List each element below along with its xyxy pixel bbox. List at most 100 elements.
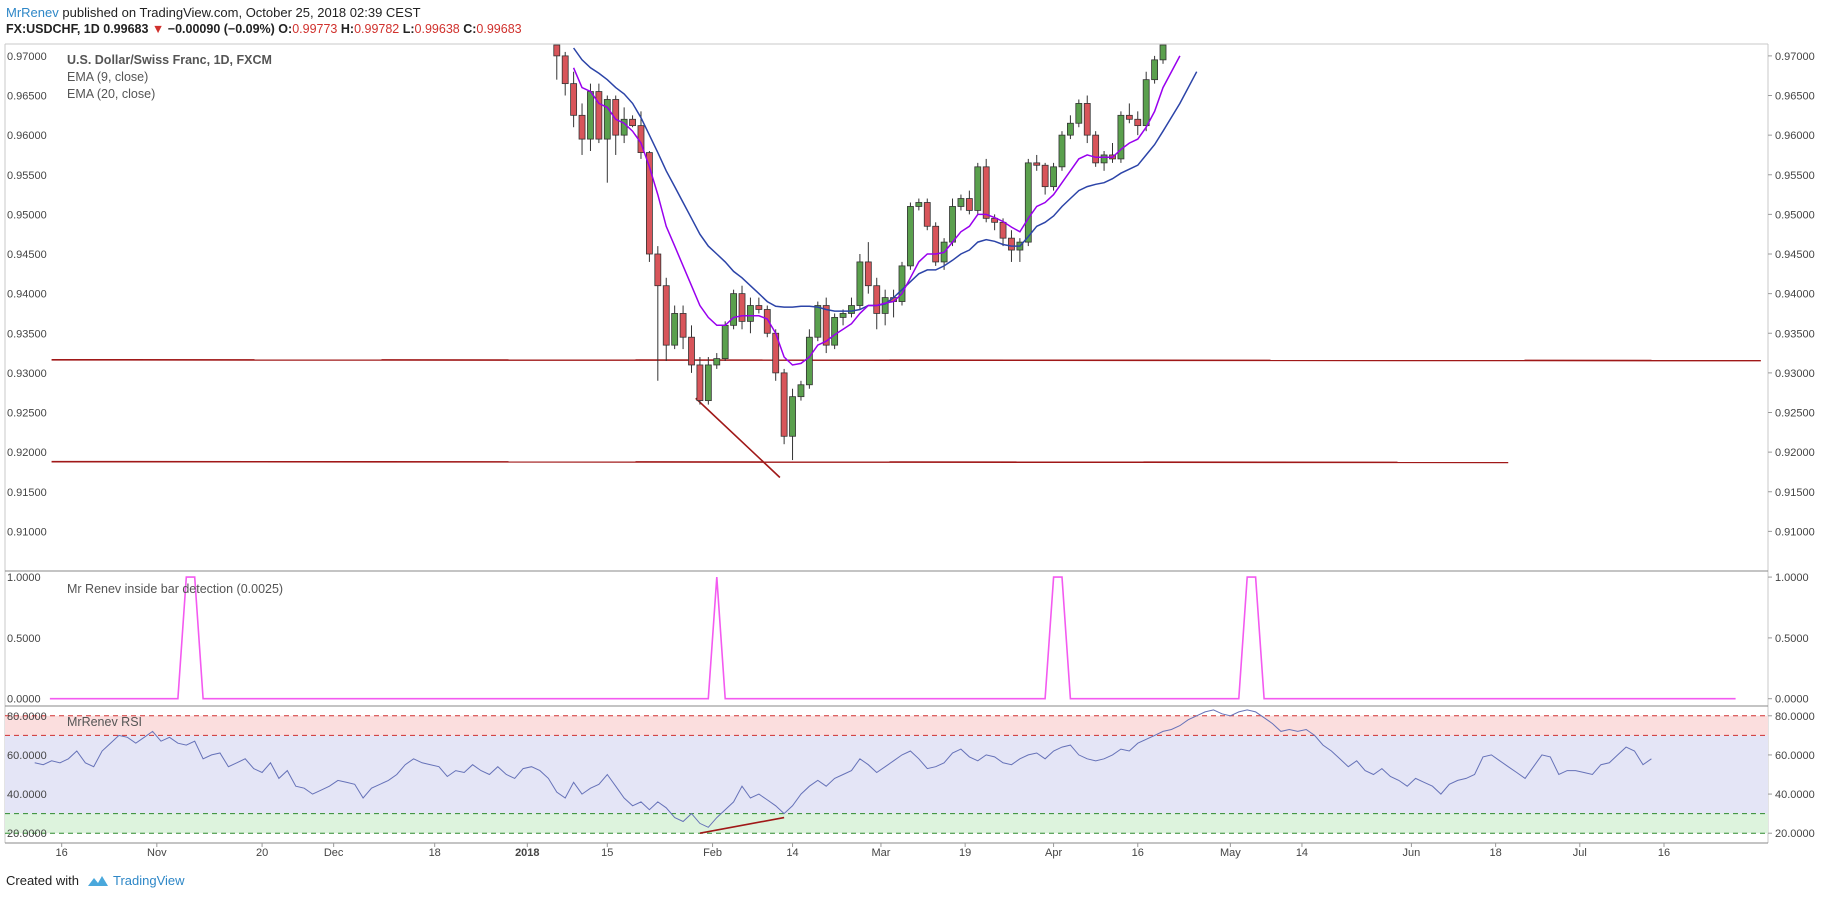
candle-body: [620, 118, 628, 136]
bearish-candle: [738, 285, 746, 330]
bullish-candle: [603, 95, 611, 183]
bullish-candle: [839, 309, 847, 326]
candle-body: [856, 261, 864, 306]
price-tick-label-left: 0.93000: [7, 368, 47, 380]
bullish-candle: [620, 107, 628, 144]
candle-body: [612, 99, 620, 136]
price-pane-title: U.S. Dollar/Swiss Franc, 1D, FXCM: [67, 53, 272, 67]
time-tick-label: 18: [429, 847, 441, 859]
bearish-candle: [780, 368, 788, 445]
bullish-candle: [789, 388, 796, 461]
bearish-candle: [965, 190, 973, 215]
bullish-candle: [721, 321, 729, 361]
inside-bar-title: Mr Renev inside bar detection (0.0025): [67, 582, 283, 596]
bullish-candle: [1142, 71, 1150, 132]
price-tick-label-right: 0.95000: [1775, 209, 1815, 221]
time-tick-label: 16: [56, 847, 68, 859]
price-pane[interactable]: 0.97000 0.97000 0.96500 0.96500 0.96000 0.960…: [4, 43, 1815, 843]
rsi-tick-label-right: 60.0000: [1775, 750, 1815, 762]
rsi-pane[interactable]: 80.0000 80.0000 60.0000 60.0000 40.0000 40.00…: [5, 709, 1815, 840]
bearish-candle: [595, 83, 603, 144]
candle-body: [1075, 103, 1083, 124]
price-tick-label-right: 0.93000: [1775, 368, 1815, 380]
candle-body: [915, 202, 923, 207]
bullish-candle: [1159, 44, 1167, 64]
price-tick-label-left: 0.94000: [7, 289, 47, 301]
time-tick-label: 20: [256, 847, 268, 859]
candle-body: [688, 336, 695, 366]
price-y-axis[interactable]: 0.97000 0.97000 0.96500 0.96500 0.96000 0.960…: [7, 51, 1815, 538]
publish-info: published on TradingView.com, October 25…: [62, 5, 421, 20]
price-tick-label-right: 0.91500: [1775, 487, 1815, 499]
candle-body: [923, 202, 931, 227]
bearish-candle: [1092, 131, 1100, 167]
bullish-candle: [915, 198, 923, 211]
price-tick-label-left: 0.91500: [7, 487, 47, 499]
rsi-tick-label-left: 80.0000: [7, 711, 47, 723]
tradingview-logo-icon: [87, 875, 108, 886]
trend-line: [51, 359, 1761, 362]
bullish-candle: [1016, 238, 1024, 262]
publish-line: MrRenev published on TradingView.com, Oc…: [6, 4, 522, 21]
author-link[interactable]: MrRenev: [6, 5, 59, 20]
price-tick-label-right: 0.95500: [1775, 170, 1815, 182]
candle-body: [957, 198, 965, 207]
rsi-neutral-band: [5, 735, 1768, 814]
inside-bar-tick-label-left: 0.5000: [7, 633, 41, 645]
candle-body: [1083, 103, 1091, 136]
bullish-candle: [974, 162, 982, 215]
inside-bar-tick-label-left: 1.0000: [7, 572, 41, 584]
price-tick-label-right: 0.94500: [1775, 249, 1815, 261]
candle-body: [932, 225, 940, 263]
candle-body: [1100, 154, 1108, 164]
bullish-candle: [1050, 162, 1057, 191]
bullish-candle: [1024, 158, 1032, 247]
price-tick-label-left: 0.95000: [7, 209, 47, 221]
bullish-candle: [907, 202, 914, 270]
candle-body: [704, 364, 712, 402]
open-value: 0.99773: [292, 22, 338, 36]
bearish-candle: [578, 103, 586, 155]
price-tick-label-right: 0.97000: [1775, 51, 1815, 63]
candle-body: [1050, 166, 1057, 188]
tradingview-link[interactable]: TradingView: [87, 873, 185, 888]
price-tick-label-left: 0.92000: [7, 447, 47, 459]
rsi-line: [34, 709, 1652, 828]
price-tick-label-right: 0.91000: [1775, 526, 1815, 538]
inside-bar-tick-label-left: 0.0000: [7, 694, 41, 706]
candle-body: [873, 285, 881, 314]
bearish-candle: [612, 95, 620, 155]
bearish-candle: [1033, 154, 1041, 171]
candle-body: [696, 364, 704, 402]
price-tick-label-right: 0.96500: [1775, 91, 1815, 103]
rsi-tick-label-right: 20.0000: [1775, 828, 1815, 840]
candle-body: [1151, 59, 1158, 81]
inside-bar-pane[interactable]: 1.0000 1.0000 0.5000 0.5000 0.0000 0.0000 Mr …: [7, 572, 1809, 706]
candle-body: [713, 358, 721, 366]
ema20-line: [572, 47, 1198, 312]
price-tick-label-left: 0.91000: [7, 526, 47, 538]
ema9-line: [572, 55, 1181, 366]
trend-lines: [51, 359, 1761, 479]
ema20-legend: EMA (20, close): [67, 87, 155, 101]
candle-body: [789, 396, 796, 437]
tradingview-brand: TradingView: [112, 873, 185, 888]
rsi-tick-label-left: 60.0000: [7, 750, 47, 762]
bearish-candle: [662, 277, 670, 361]
rsi-oversold-band: [5, 813, 1768, 834]
bearish-candle: [696, 357, 704, 405]
bearish-candle: [553, 44, 561, 80]
candle-body: [848, 305, 855, 314]
last-price: 0.99683: [103, 22, 149, 36]
bullish-candle: [797, 380, 805, 401]
candle-body: [1134, 118, 1142, 127]
bullish-candle: [1067, 115, 1074, 140]
bearish-candle: [679, 305, 687, 350]
rsi-trend-line: [699, 816, 785, 835]
time-axis[interactable]: 16 Nov 20 Dec 18 2018 15 Feb 14 Mar 19 Apr 16 May 14 Ju…: [56, 843, 1671, 859]
candle-body: [763, 309, 771, 334]
candle-body: [822, 305, 830, 346]
price-tick-label-right: 0.92000: [1775, 447, 1815, 459]
time-tick-label: Nov: [147, 847, 167, 859]
